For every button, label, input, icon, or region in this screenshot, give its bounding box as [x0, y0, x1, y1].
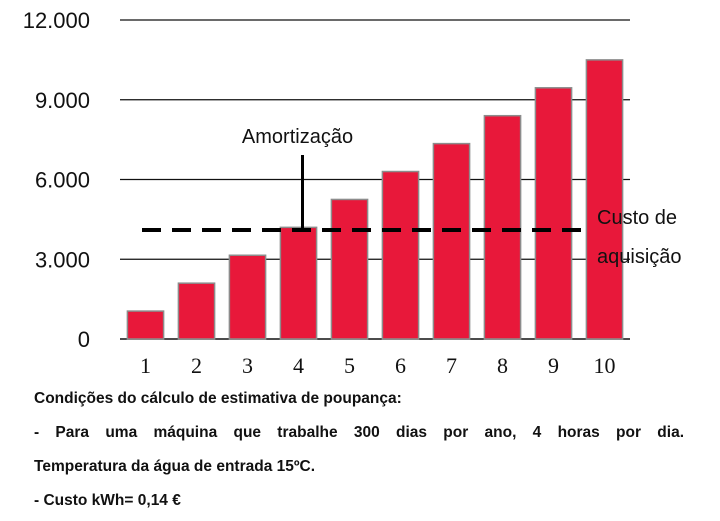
bar-1	[126, 310, 165, 340]
bar-8	[483, 114, 522, 340]
y-tick-label-0: 0	[78, 327, 90, 352]
y-axis-tick-labels: 0 3.000 6.000 9.000 12.000	[23, 8, 90, 352]
x-tick-label-5: 5	[344, 353, 355, 378]
x-axis-tick-labels: 1 2 3 4 5 6 7 8 9 10	[140, 353, 616, 378]
amortization-label: Amortização	[242, 126, 353, 148]
x-tick-label-1: 1	[140, 353, 151, 378]
y-tick-label-1: 3.000	[35, 247, 90, 272]
notes-heading: Condições do cálculo de estimativa de po…	[34, 390, 402, 407]
x-tick-label-6: 6	[395, 353, 406, 378]
bar-2	[177, 282, 216, 340]
bar-6	[381, 170, 420, 340]
notes-line-machine-usage: - Para uma máquina que trabalhe 300 dias…	[34, 424, 684, 441]
y-tick-label-2: 6.000	[35, 168, 90, 193]
acquisition-cost-label-line2: aquisição	[597, 246, 682, 268]
x-tick-label-7: 7	[446, 353, 457, 378]
notes-line-kwh-cost: - Custo kWh= 0,14 €	[34, 492, 181, 509]
notes-line-water-temperature: Temperatura da água de entrada 15ºC.	[34, 458, 316, 475]
bar-10	[585, 59, 624, 340]
savings-bar-chart: 0 3.000 6.000 9.000 12.000 1 2 3 4 5 6 7 8 9 10 Amort…	[23, 8, 682, 378]
y-tick-label-4: 12.000	[23, 8, 90, 33]
x-tick-label-2: 2	[191, 353, 202, 378]
acquisition-cost-label-line1: Custo de	[597, 207, 677, 229]
x-tick-label-10: 10	[594, 353, 616, 378]
x-tick-label-4: 4	[293, 353, 304, 378]
bar-4	[279, 226, 318, 340]
bar-7	[432, 142, 471, 340]
calculation-notes: Condições do cálculo de estimativa de po…	[34, 385, 704, 521]
bars	[126, 59, 624, 340]
x-tick-label-8: 8	[497, 353, 508, 378]
bar-3	[228, 254, 267, 340]
bar-9	[534, 87, 573, 340]
bar-5	[330, 198, 369, 340]
x-tick-label-9: 9	[548, 353, 559, 378]
x-tick-label-3: 3	[242, 353, 253, 378]
y-tick-label-3: 9.000	[35, 88, 90, 113]
